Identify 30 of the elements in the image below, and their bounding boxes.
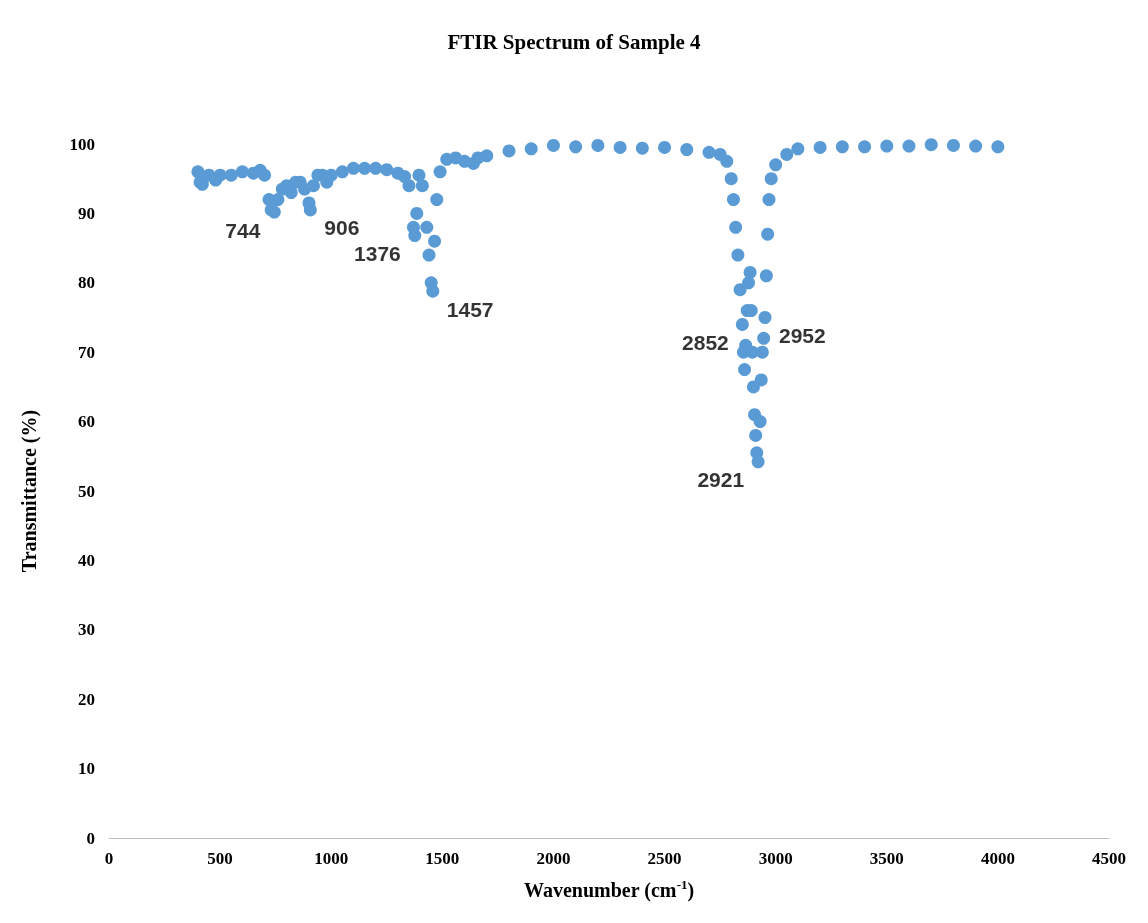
y-tick-label: 90 xyxy=(78,203,95,223)
y-tick-label: 10 xyxy=(78,759,95,779)
x-tick-label: 3500 xyxy=(869,849,904,868)
x-tick-label: 1500 xyxy=(425,849,460,868)
y-tick-label: 40 xyxy=(78,550,95,570)
y-tick-label: 50 xyxy=(78,481,95,501)
y-tick-label: 100 xyxy=(69,134,95,154)
annotation: 2852 xyxy=(682,330,729,354)
annotation: 2952 xyxy=(779,324,826,347)
x-tick-label: 4500 xyxy=(1092,849,1126,868)
y-tick-label: 60 xyxy=(78,412,95,432)
x-tick-label: 1000 xyxy=(314,849,349,868)
x-tick-label: 2000 xyxy=(536,849,571,868)
y-tick-label: 80 xyxy=(78,273,95,293)
x-tick-label: 4000 xyxy=(980,849,1015,868)
annotation: 906 xyxy=(324,216,360,240)
chart-title: FTIR Spectrum of Sample 4 xyxy=(447,29,702,54)
annotation: 2921 xyxy=(697,468,745,492)
y-tick-label: 20 xyxy=(78,689,95,709)
y-tick-label: 0 xyxy=(86,828,95,848)
x-tick-label: 0 xyxy=(104,849,114,868)
annotation: 1376 xyxy=(354,242,401,266)
y-tick-label: 70 xyxy=(78,342,95,362)
x-tick-label: 2500 xyxy=(647,849,682,868)
annotation: 744 xyxy=(225,218,261,242)
annotation: 1457 xyxy=(446,297,494,321)
x-tick-label: 3000 xyxy=(758,849,793,868)
y-tick-label: 30 xyxy=(78,620,95,640)
y-axis-title: Transmittance (%) xyxy=(18,409,41,573)
x-tick-label: 500 xyxy=(207,849,233,868)
